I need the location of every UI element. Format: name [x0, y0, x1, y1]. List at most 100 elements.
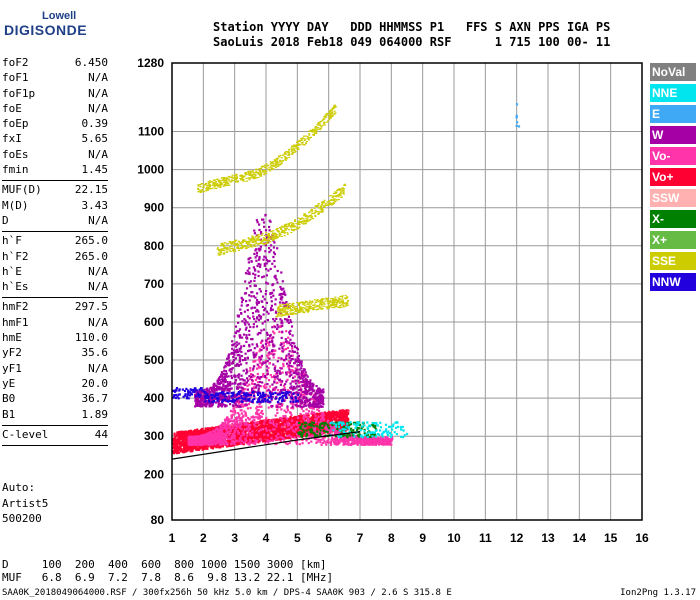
data-point [194, 390, 197, 393]
data-point [278, 406, 282, 409]
data-point [289, 386, 292, 389]
data-point [281, 347, 284, 350]
data-point [209, 431, 212, 434]
data-point [219, 440, 222, 443]
data-point [213, 442, 216, 445]
data-point [240, 304, 243, 307]
data-point [245, 340, 248, 343]
data-point [266, 354, 269, 357]
data-point [279, 403, 282, 406]
data-point [256, 372, 259, 376]
data-point [238, 328, 242, 331]
param-value: N/A [88, 315, 108, 329]
data-point [305, 430, 308, 433]
data-point [288, 428, 291, 431]
data-point [252, 435, 255, 438]
data-point [246, 384, 249, 387]
y-tick-label: 300 [144, 429, 164, 443]
data-point [311, 407, 314, 410]
data-point [223, 429, 226, 432]
data-point [233, 422, 237, 425]
data-point [333, 432, 337, 435]
data-point [325, 441, 328, 444]
data-point [264, 250, 267, 253]
data-point [295, 346, 298, 350]
data-point [237, 350, 240, 354]
station-header: Station YYYY DAY DDD HHMMSS P1 FFS S AXN… [213, 20, 610, 50]
data-point [189, 437, 192, 441]
data-point [295, 368, 298, 371]
data-point [314, 414, 317, 417]
data-point [272, 419, 275, 422]
data-point [296, 352, 299, 355]
data-point [232, 436, 235, 439]
data-point [255, 433, 258, 437]
data-point [278, 330, 281, 333]
data-point [263, 421, 266, 424]
data-point [258, 360, 261, 363]
data-point [347, 412, 350, 415]
data-point [227, 427, 230, 430]
data-point [320, 438, 323, 441]
data-point [193, 430, 196, 434]
data-point [279, 416, 282, 419]
data-point [238, 419, 241, 422]
data-point [244, 411, 247, 414]
param-row: h`F 265.0 [2, 234, 108, 249]
data-point [176, 434, 179, 437]
data-point [232, 407, 235, 410]
scaled-parameters-panel: foF2 6.450 foF1 N/A foF1p N/A foE N/A foEp 0.39 fx… [2, 56, 108, 448]
data-point [323, 439, 326, 442]
data-point [207, 441, 210, 444]
data-point [330, 426, 333, 429]
data-point [222, 383, 225, 386]
data-point [208, 432, 211, 436]
data-point [265, 386, 268, 389]
data-point [251, 382, 254, 385]
data-point [257, 258, 261, 261]
data-point [279, 429, 282, 432]
data-point [231, 434, 234, 437]
param-name: B1 [2, 407, 16, 421]
data-point [256, 316, 259, 319]
data-point [312, 407, 315, 410]
data-point [305, 415, 308, 418]
data-point [390, 438, 393, 441]
data-point [262, 372, 265, 375]
data-point [234, 403, 237, 406]
y-tick-label: 400 [144, 391, 164, 405]
data-point [230, 419, 233, 422]
data-point [242, 387, 245, 390]
data-point [325, 419, 328, 422]
y-tick-label: 500 [144, 353, 164, 367]
data-point [334, 437, 337, 440]
data-point [224, 436, 227, 439]
data-point [226, 443, 229, 446]
param-row: fmin 1.45 [2, 163, 108, 178]
data-point [289, 372, 292, 376]
data-point [218, 430, 221, 433]
data-point [203, 437, 206, 440]
data-point [244, 358, 247, 361]
data-point [282, 287, 285, 290]
data-point [201, 441, 204, 444]
data-point [315, 417, 318, 420]
data-point [329, 416, 332, 419]
data-point [328, 424, 331, 427]
data-point [234, 427, 237, 430]
data-point [204, 442, 207, 445]
data-point [283, 348, 286, 351]
param-name: h`F [2, 234, 22, 248]
data-point [344, 423, 347, 426]
data-point [238, 424, 241, 427]
data-point [205, 433, 208, 436]
data-point [274, 303, 277, 306]
data-point [368, 440, 371, 443]
data-point [272, 434, 275, 437]
data-point [258, 357, 261, 360]
data-point [230, 409, 233, 413]
data-point [314, 413, 318, 416]
y-tick-label: 1000 [137, 163, 164, 177]
data-point [182, 450, 185, 453]
data-point [243, 423, 246, 426]
